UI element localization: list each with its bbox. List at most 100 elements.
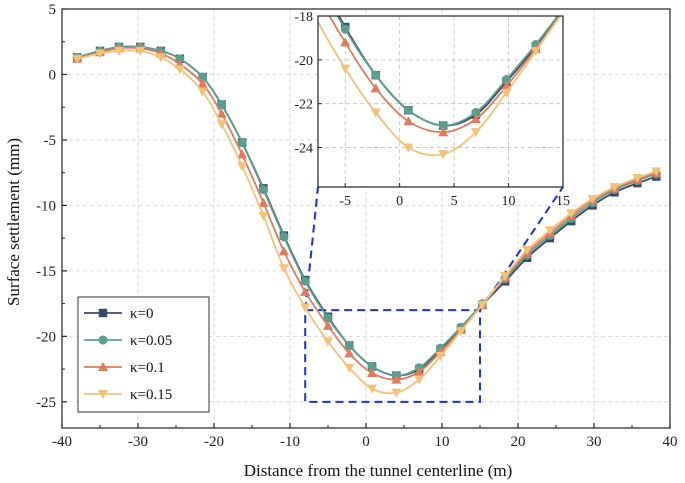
data-point: [278, 264, 289, 274]
data-point: [391, 374, 402, 384]
y-tick-label: -5: [44, 133, 57, 149]
inset-data-point: [438, 150, 449, 160]
inset-data-point: [530, 47, 541, 57]
data-point: [237, 149, 248, 159]
legend-label: κ=0.15: [130, 387, 172, 403]
inset-data-point: [403, 143, 414, 153]
series-line: [76, 45, 657, 377]
inset-data-point: [471, 107, 481, 117]
data-point: [391, 388, 402, 398]
series-3: [72, 46, 662, 398]
x-tick-label: 20: [511, 434, 526, 450]
zoom-connector-left: [304, 186, 319, 311]
data-point: [609, 183, 620, 193]
legend-item-3: κ=0.15: [84, 387, 172, 403]
data-point: [544, 226, 555, 236]
x-tick-label: 10: [435, 434, 450, 450]
data-point: [197, 78, 208, 88]
data-point: [566, 209, 577, 219]
y-axis-label: Surface settlement (mm): [4, 138, 23, 306]
legend: κ=0 κ=0.05 κ=0.1 κ=0.15: [77, 296, 210, 413]
data-point: [522, 245, 533, 255]
legend-label: κ=0.05: [130, 333, 172, 349]
data-point: [155, 53, 166, 63]
data-point: [72, 54, 83, 64]
y-tick-label: -15: [36, 264, 56, 280]
inset-series-3: [318, 16, 562, 160]
inset-data-point: [470, 128, 481, 138]
data-point: [94, 49, 106, 59]
data-point: [344, 340, 354, 351]
data-point: [500, 272, 511, 282]
data-point: [216, 120, 227, 130]
data-point: [435, 351, 446, 362]
inset-plot: -5 0 5 10 15 -18 -20 -22 -24: [294, 10, 570, 209]
data-point: [300, 303, 311, 313]
data-point: [414, 366, 425, 376]
y-tick-label: 5: [49, 2, 57, 18]
data-point: [198, 72, 208, 82]
inset-x-tick-label: 15: [556, 194, 570, 209]
data-point: [300, 276, 310, 286]
legend-item-2: κ=0.1: [84, 360, 165, 376]
x-tick-label: -10: [280, 434, 300, 450]
data-point: [414, 375, 425, 385]
data-point: [632, 173, 643, 183]
inset-background: [318, 16, 563, 187]
data-point: [197, 87, 208, 97]
x-tick-label: -30: [128, 434, 148, 450]
inset-data-point: [370, 83, 381, 93]
series-line: [76, 49, 657, 395]
inset-frame: [317, 15, 564, 188]
legend-marker: [98, 335, 108, 345]
y-tick-label: 0: [49, 67, 57, 83]
data-point: [278, 246, 289, 256]
series-line: [76, 46, 657, 381]
inset-y-tick-label: -20: [294, 54, 313, 69]
x-tick-label: 40: [663, 434, 678, 450]
data-point: [135, 46, 146, 56]
legend-marker: [97, 389, 109, 400]
y-tick-label: -10: [36, 198, 56, 214]
legend-item-0: κ=0: [84, 306, 154, 322]
data-point: [258, 197, 269, 207]
inset-data-point: [340, 37, 351, 47]
x-tick-label: 30: [587, 434, 602, 450]
data-point: [237, 138, 247, 148]
inset-y-tick-label: -18: [294, 10, 313, 25]
inset-data-point: [470, 113, 481, 124]
y-tick-label: -20: [36, 329, 56, 345]
inset-data-point: [438, 121, 448, 131]
data-point: [367, 361, 377, 371]
data-point: [216, 108, 227, 118]
inset-data-point: [340, 24, 350, 34]
data-point: [279, 232, 289, 242]
inset-y-tick-label: -24: [294, 142, 313, 157]
data-point: [237, 162, 248, 172]
inset-series-group: [318, 16, 562, 160]
inset-data-point: [371, 70, 381, 80]
inset-data-point: [501, 75, 511, 85]
legend-marker: [97, 361, 109, 372]
data-point: [322, 320, 334, 330]
data-point: [175, 54, 185, 64]
inset-y-tick-label: -22: [294, 98, 313, 113]
inset-data-point: [403, 105, 413, 115]
inset-x-tick-label: 5: [451, 194, 458, 209]
data-point: [113, 46, 125, 56]
data-point: [174, 65, 185, 75]
inset-x-tick-label: -5: [339, 194, 351, 209]
legend-label: κ=0.1: [130, 360, 165, 376]
x-axis-label: Distance from the tunnel centerline (m): [244, 461, 513, 480]
legend-label: κ=0: [130, 306, 154, 322]
data-point: [258, 185, 268, 195]
inset-x-tick-label: 10: [502, 194, 516, 209]
x-tick-label: 0: [362, 434, 370, 450]
legend-item-1: κ=0.05: [84, 333, 172, 349]
data-point: [344, 363, 355, 373]
inset-data-point: [438, 127, 449, 137]
data-point: [651, 167, 662, 177]
data-point: [344, 348, 355, 358]
